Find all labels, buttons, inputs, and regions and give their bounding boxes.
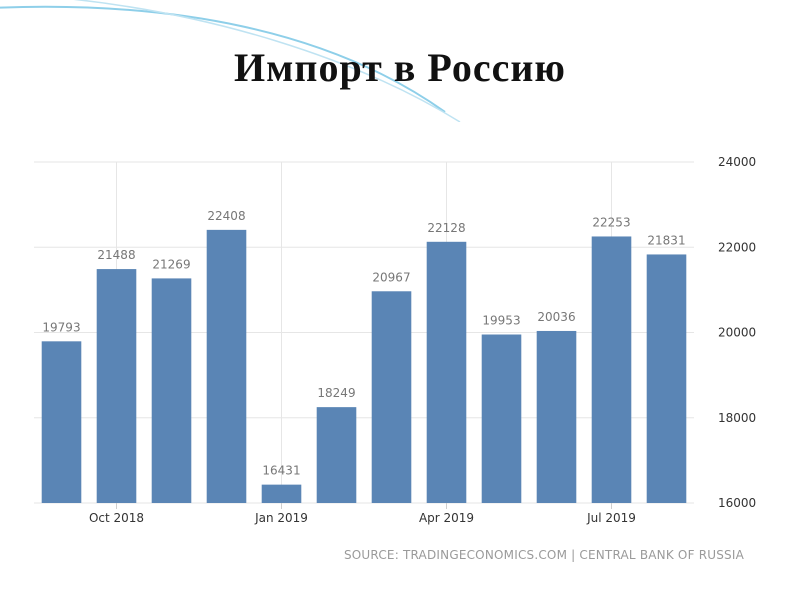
data-label: 18249 [317,386,355,400]
x-tick-label: Jul 2019 [586,511,636,525]
data-labels: 19793 21488 21269 22408 16431 18249 20967 22128… [42,209,685,478]
chart-source: SOURCE: TRADINGECONOMICS.COM | CENTRAL B… [343,548,744,562]
decor-curve [72,0,461,123]
bar [316,407,357,503]
data-label: 22408 [207,209,245,223]
data-label: 22253 [592,215,630,229]
bar [206,229,247,503]
data-label: 19953 [482,314,520,328]
data-label: 20967 [372,270,410,284]
bar [646,254,687,503]
slide-title: Импорт в Россию [234,45,566,90]
chart-panel: 19793 21488 21269 22408 16431 18249 20967 22128… [28,122,776,576]
decor-curve [0,5,446,113]
bar [426,241,467,503]
bars [41,229,687,503]
x-tick-label: Jan 2019 [254,511,308,525]
bar [96,269,137,503]
y-tick-label: 22000 [718,240,756,254]
bar [41,341,82,503]
bar [591,236,632,503]
x-tick-label: Oct 2018 [89,511,144,525]
x-axis: Oct 2018 Jan 2019 Apr 2019 Jul 2019 [89,503,636,525]
y-tick-label: 20000 [718,326,756,340]
x-tick-label: Apr 2019 [419,511,474,525]
bar-chart: 19793 21488 21269 22408 16431 18249 20967 22128… [34,155,756,525]
data-label: 20036 [537,310,575,324]
y-tick-label: 24000 [718,155,756,169]
bar [371,291,412,503]
data-label: 21488 [97,248,135,262]
bar [536,330,577,503]
bar [481,334,522,503]
bar [151,278,192,503]
y-tick-label: 18000 [718,411,756,425]
data-label: 21831 [647,233,685,247]
data-label: 16431 [262,464,300,478]
data-label: 19793 [42,320,80,334]
data-label: 21269 [152,257,190,271]
data-label: 22128 [427,221,465,235]
y-tick-label: 16000 [718,496,756,510]
bar [261,484,302,503]
y-axis: 16000 18000 20000 22000 24000 [718,155,756,510]
